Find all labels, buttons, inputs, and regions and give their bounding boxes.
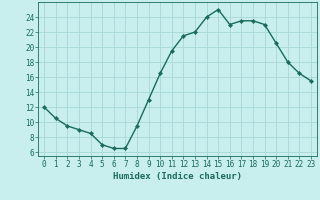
X-axis label: Humidex (Indice chaleur): Humidex (Indice chaleur)	[113, 172, 242, 181]
